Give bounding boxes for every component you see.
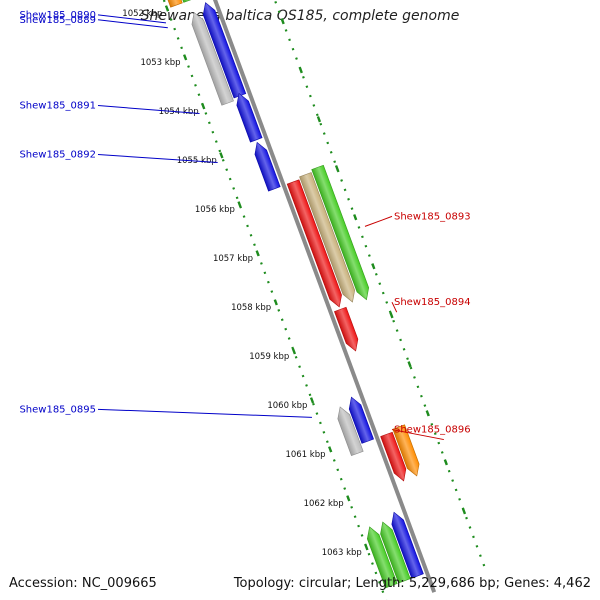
gene-arrow[interactable]	[311, 164, 370, 301]
accession-label: Accession:	[9, 576, 78, 591]
gene-label[interactable]: Shew185_0894	[394, 297, 471, 308]
gene-arrow[interactable]	[181, 0, 196, 3]
tick-label: 1056 kbp	[195, 205, 235, 215]
topology-label: Topology:	[233, 576, 295, 591]
gene-label[interactable]: Shew185_0892	[19, 150, 96, 161]
tick-label: 1053 kbp	[140, 58, 180, 68]
gene-arrow[interactable]	[191, 11, 234, 106]
length-value: 5,229,686 bp	[408, 576, 496, 591]
gene-label[interactable]: Shew185_0893	[394, 211, 471, 222]
major-tick	[280, 18, 285, 25]
ruler-right	[273, 0, 488, 574]
major-tick	[237, 201, 242, 208]
gene-arrow[interactable]	[167, 0, 183, 8]
major-tick	[389, 312, 394, 319]
gene-label[interactable]: Shew185_0896	[394, 425, 471, 436]
label-leader	[97, 14, 167, 24]
gene-label[interactable]: Shew185_0891	[19, 101, 96, 112]
gene-arrow[interactable]	[299, 172, 356, 303]
gene-arrow[interactable]	[334, 306, 359, 352]
backbone	[212, 0, 437, 593]
major-tick	[164, 5, 170, 12]
major-tick	[273, 299, 278, 306]
topology-value: circular	[298, 576, 347, 591]
length-label: Length:	[355, 576, 405, 591]
major-tick	[371, 263, 376, 270]
major-tick	[461, 508, 467, 515]
major-tick	[353, 214, 358, 221]
major-tick	[407, 361, 412, 368]
label-leader	[97, 408, 312, 418]
major-tick	[255, 250, 260, 257]
gene-arrow[interactable]	[286, 179, 342, 308]
gene-label[interactable]: Shew185_0895	[19, 404, 96, 415]
feature-track	[167, 0, 424, 589]
tick-label: 1059 kbp	[249, 352, 289, 362]
gene-label[interactable]: Shew185_0889	[19, 15, 96, 26]
genes-label: Genes:	[504, 576, 550, 591]
gene-arrow[interactable]	[337, 406, 364, 456]
major-tick	[364, 544, 369, 551]
ruler-left	[162, 0, 388, 600]
tick-label: 1057 kbp	[213, 254, 253, 264]
major-tick	[346, 495, 351, 502]
accession-line: Accession: NC_009665	[9, 576, 157, 591]
gene-arrow[interactable]	[348, 396, 374, 444]
genes-value: 4,462	[553, 576, 591, 591]
label-leader	[97, 19, 168, 29]
tick-label: 1061 kbp	[285, 450, 325, 460]
tick-label: 1060 kbp	[267, 401, 307, 411]
label-leader	[391, 301, 398, 313]
gene-arrow[interactable]	[236, 92, 263, 143]
tick-label: 1058 kbp	[231, 303, 271, 313]
major-tick	[298, 67, 303, 74]
gene-arrow[interactable]	[380, 431, 407, 482]
major-tick	[201, 103, 206, 110]
accession-value: NC_009665	[81, 576, 157, 591]
gene-arrow[interactable]	[366, 526, 398, 589]
major-tick	[316, 116, 322, 123]
label-leader	[97, 105, 200, 115]
major-tick	[219, 152, 224, 159]
gene-arrow[interactable]	[202, 2, 247, 99]
genome-summary: Topology: circular; Length: 5,229,686 bp…	[233, 576, 591, 591]
label-leader	[391, 429, 444, 441]
gene-arrow[interactable]	[391, 511, 424, 579]
gene-arrow[interactable]	[392, 424, 420, 477]
label-leader	[97, 154, 218, 164]
feature-labels: Shew185_0888Shew185_0889Shew185_0890Shew…	[19, 10, 471, 441]
gene-arrow[interactable]	[380, 521, 411, 584]
tick-label: 1052 kbp	[122, 9, 162, 19]
tick-label: 1062 kbp	[304, 499, 344, 509]
major-tick	[425, 410, 430, 417]
major-tick	[291, 348, 297, 355]
major-tick	[183, 54, 188, 61]
label-leader	[364, 215, 393, 227]
gene-label[interactable]: Shew185_0890	[19, 10, 96, 21]
backbone-line	[212, 0, 437, 593]
gene-arrow[interactable]	[254, 141, 281, 192]
tick-label: 1063 kbp	[322, 548, 362, 558]
major-tick	[443, 459, 448, 466]
major-tick	[328, 446, 333, 453]
major-tick	[309, 397, 315, 404]
major-tick	[334, 165, 340, 172]
